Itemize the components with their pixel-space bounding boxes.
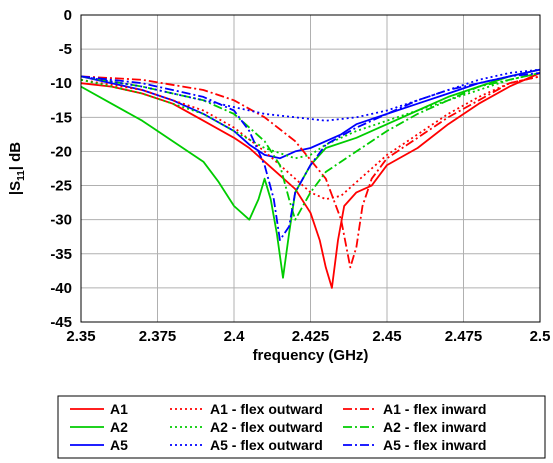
legend-label: A5 — [110, 437, 128, 453]
x-tick-label: 2.475 — [445, 328, 483, 345]
tick-labels: 2.35 2.375 2.4 2.425 2.45 2.475 2.5 0 -5 -10 -15 -2… — [50, 7, 550, 345]
x-tick-label: 2.375 — [139, 328, 177, 345]
y-tick-label: -25 — [50, 178, 72, 195]
x-tick-label: 2.35 — [66, 328, 95, 345]
legend-label: A2 — [110, 419, 128, 435]
y-tick-label: -10 — [50, 75, 72, 92]
x-tick-label: 2.4 — [224, 328, 246, 345]
x-tick-label: 2.45 — [372, 328, 401, 345]
legend-label: A1 - flex inward — [383, 401, 486, 417]
x-axis-label: frequency (GHz) — [253, 347, 369, 364]
y-tick-label: 0 — [64, 7, 72, 24]
legend-label: A1 - flex outward — [210, 401, 323, 417]
series-line-a1-flex-outward — [80, 75, 541, 201]
legend: A1 A2 A5 A1 - flex outward A2 - flex outward… — [57, 395, 546, 459]
x-tick-label: 2.5 — [530, 328, 551, 345]
grid-lines — [80, 14, 541, 323]
y-tick-label: -40 — [50, 280, 72, 297]
series-line-a2-flex-inward — [80, 72, 541, 221]
series-line-a1 — [80, 72, 541, 289]
series-line-a5-flex-inward — [80, 72, 541, 241]
y-tick-label: -45 — [50, 314, 72, 331]
y-tick-label: -5 — [59, 41, 72, 58]
series-lines — [80, 68, 541, 289]
legend-label: A1 — [110, 401, 128, 417]
series-line-a1-flex-inward — [80, 75, 541, 269]
y-axis-label: |S11| dB — [7, 142, 27, 195]
x-tick-label: 2.425 — [292, 328, 330, 345]
legend-label: A2 - flex outward — [210, 419, 323, 435]
y-tick-label: -20 — [50, 143, 72, 160]
series-line-a2 — [80, 68, 541, 279]
legend-label: A5 - flex inward — [383, 437, 486, 453]
series-line-a2-flex-outward — [80, 72, 541, 160]
legend-box — [57, 395, 546, 459]
legend-label: A5 - flex outward — [210, 437, 323, 453]
y-tick-label: -30 — [50, 212, 72, 229]
plot-frame — [80, 14, 541, 323]
y-tick-label: -15 — [50, 109, 72, 126]
legend-label: A2 - flex inward — [383, 419, 486, 435]
y-tick-label: -35 — [50, 246, 72, 263]
